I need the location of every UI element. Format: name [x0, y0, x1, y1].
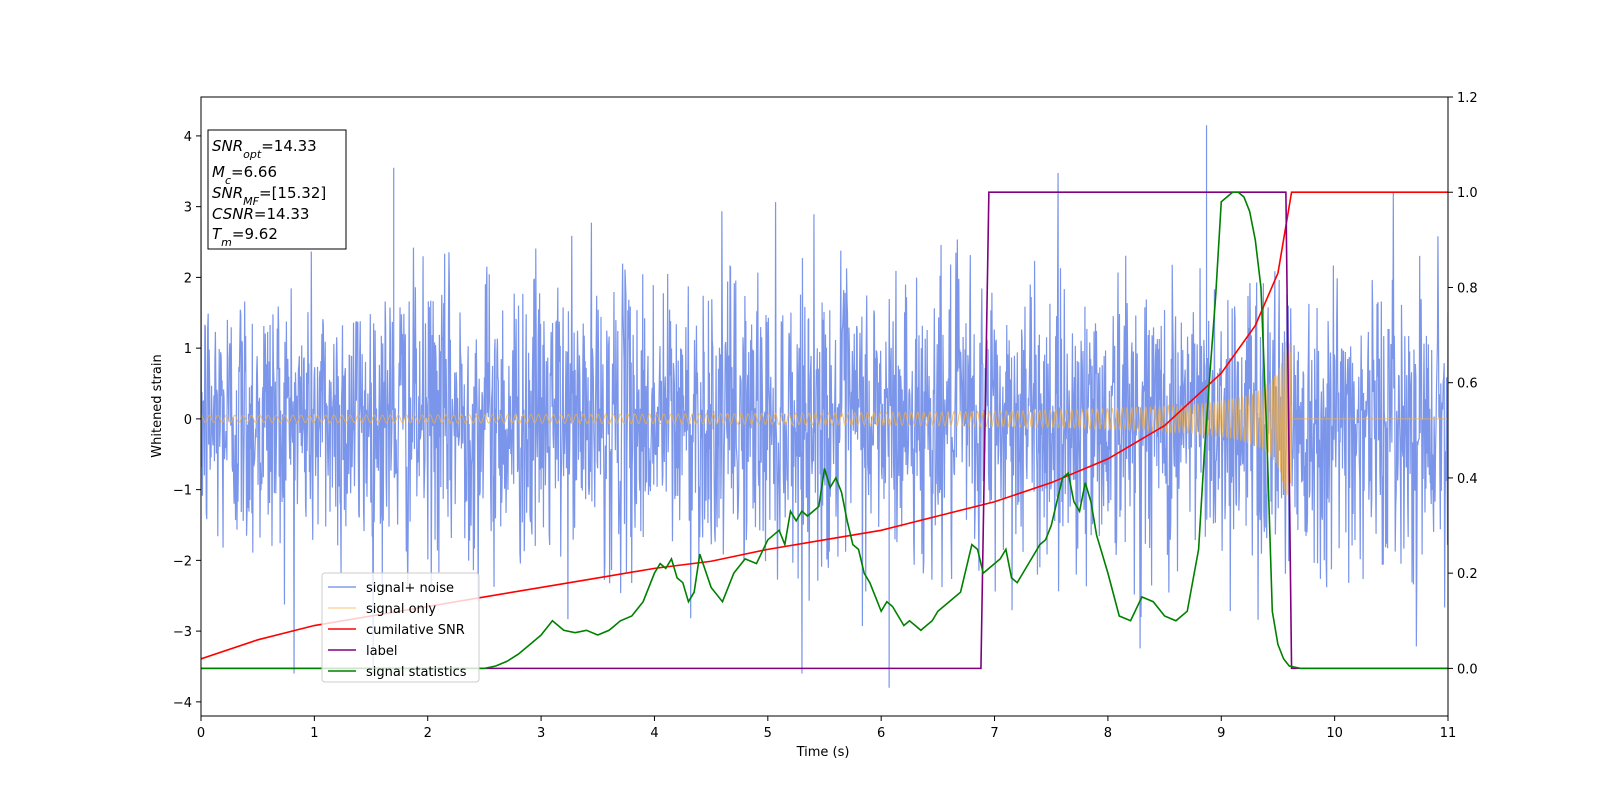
- y-right-tick-label: 0.2: [1457, 567, 1478, 582]
- info-snr-opt: SNRopt=14.33: [212, 137, 317, 161]
- info-csnr: CSNR=14.33: [212, 205, 309, 223]
- y-left-tick-label: 1: [184, 342, 192, 357]
- x-tick-label: 4: [650, 726, 658, 741]
- x-tick-label: 2: [424, 726, 432, 741]
- info-snr-mf: SNRMF=[15.32]: [212, 184, 326, 208]
- x-tick-label: 11: [1440, 726, 1457, 741]
- y-left-tick-label: −2: [173, 554, 192, 569]
- y-right-tick-label: 0.4: [1457, 472, 1478, 487]
- series-line-signal-statistics: [201, 191, 1448, 670]
- x-axis-title: Time (s): [796, 745, 850, 760]
- legend-label: label: [366, 644, 397, 659]
- y-right-tick-label: 1.0: [1457, 186, 1478, 201]
- y-left-tick-label: 0: [184, 413, 192, 428]
- x-tick-label: 6: [877, 726, 885, 741]
- y-axis-title: Whitened strain: [150, 354, 165, 457]
- x-tick-label: 10: [1326, 726, 1343, 741]
- x-axis-ticks: 0 1 2 3 4 5 6 7 8 9 10 11: [197, 716, 1456, 741]
- info-box-frame: [207, 129, 347, 250]
- x-tick-label: 7: [990, 726, 998, 741]
- info-box: SNRopt=14.33 Mc=6.66 SNRMF=[15.32] CSNR=…: [207, 129, 347, 250]
- y-right-tick-label: 1.2: [1457, 91, 1478, 106]
- plot-frame: [200, 96, 1449, 717]
- legend-label: cumilative SNR: [366, 623, 465, 638]
- y-left-tick-label: 4: [184, 130, 192, 145]
- x-tick-label: 1: [310, 726, 318, 741]
- info-mc: Mc=6.66: [212, 163, 277, 187]
- x-tick-label: 5: [764, 726, 772, 741]
- legend: signal+ noise signal only cumilative SNR la…: [321, 572, 480, 683]
- x-tick-label: 0: [197, 726, 205, 741]
- series-signal-only: [201, 341, 1448, 497]
- y-left-axis-ticks: −4 −3 −2 −1 0 1 2 3 4: [173, 130, 201, 711]
- y-left-tick-label: −1: [173, 484, 192, 499]
- y-right-tick-label: 0.6: [1457, 377, 1478, 392]
- legend-frame: [321, 572, 480, 683]
- series-line-signal-only: [201, 341, 1448, 497]
- legend-label: signal+ noise: [366, 581, 454, 596]
- y-left-tick-label: 3: [184, 201, 192, 216]
- info-tm: Tm=9.62: [212, 225, 278, 249]
- x-tick-label: 9: [1217, 726, 1225, 741]
- y-left-tick-label: −3: [173, 625, 192, 640]
- y-right-tick-label: 0.0: [1457, 662, 1478, 677]
- series-signal-statistics: [201, 191, 1448, 670]
- x-tick-label: 3: [537, 726, 545, 741]
- legend-label: signal only: [366, 602, 436, 617]
- y-right-axis-ticks: 0.0 0.2 0.4 0.6 0.8 1.0 1.2: [1448, 91, 1478, 677]
- y-left-tick-label: 2: [184, 271, 192, 286]
- y-right-tick-label: 0.8: [1457, 281, 1478, 296]
- legend-label: signal statistics: [366, 665, 467, 680]
- y-left-tick-label: −4: [173, 696, 192, 711]
- x-tick-label: 8: [1104, 726, 1112, 741]
